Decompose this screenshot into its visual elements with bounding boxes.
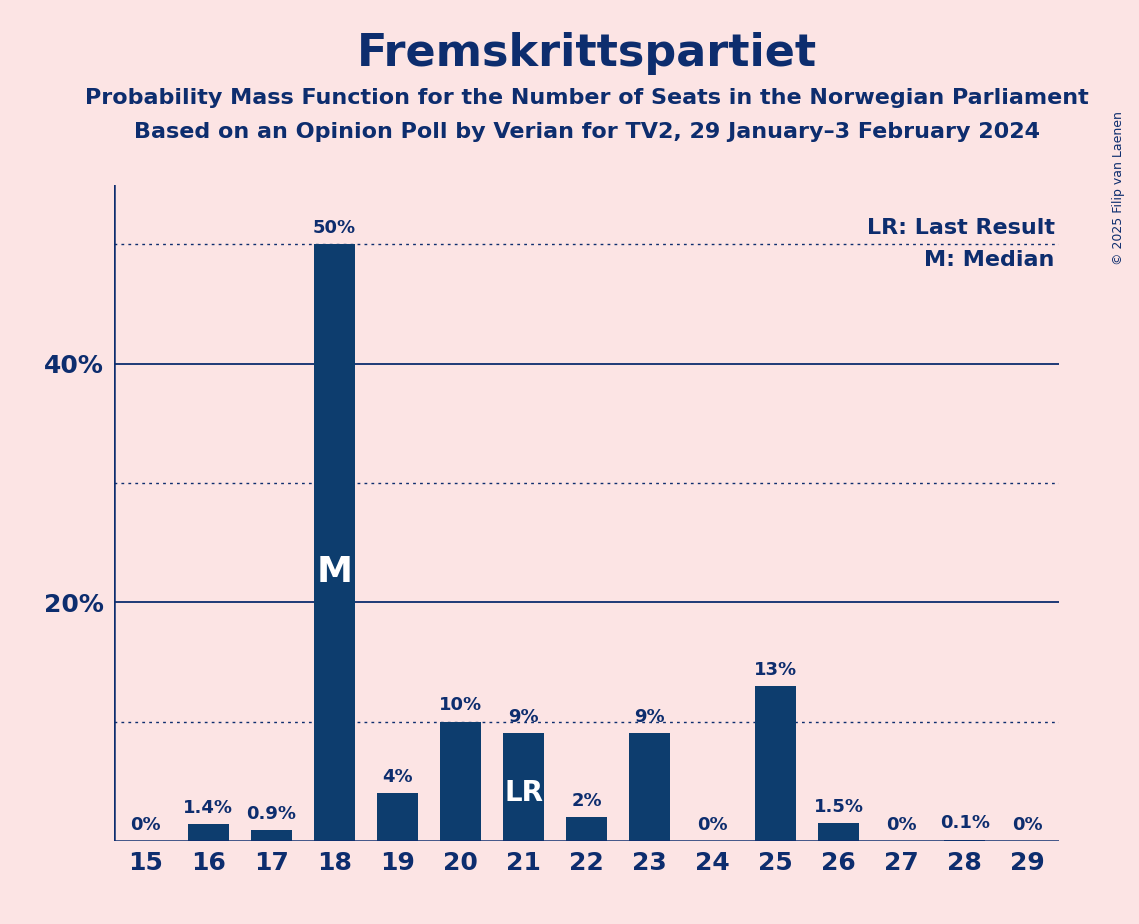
Text: 9%: 9% (508, 709, 539, 726)
Text: Fremskrittspartiet: Fremskrittspartiet (357, 32, 817, 76)
Text: 4%: 4% (383, 768, 412, 786)
Text: 13%: 13% (754, 661, 797, 678)
Text: 0%: 0% (130, 816, 161, 833)
Text: M: Median: M: Median (924, 250, 1055, 271)
Bar (566, 817, 607, 841)
Bar (755, 686, 796, 841)
Text: © 2025 Filip van Laenen: © 2025 Filip van Laenen (1112, 111, 1125, 265)
Bar (503, 734, 544, 841)
Text: 2%: 2% (572, 792, 601, 809)
Text: 50%: 50% (313, 219, 357, 237)
Text: Probability Mass Function for the Number of Seats in the Norwegian Parliament: Probability Mass Function for the Number… (84, 88, 1089, 108)
Text: LR: LR (505, 779, 543, 807)
Text: Based on an Opinion Poll by Verian for TV2, 29 January–3 February 2024: Based on an Opinion Poll by Verian for T… (133, 122, 1040, 142)
Bar (251, 830, 292, 841)
Text: LR: Last Result: LR: Last Result (867, 218, 1055, 238)
Text: 1.4%: 1.4% (183, 799, 233, 817)
Text: 0%: 0% (697, 816, 728, 833)
Bar (314, 245, 355, 841)
Text: 0.9%: 0.9% (246, 805, 296, 823)
Bar (818, 823, 859, 841)
Text: 9%: 9% (634, 709, 665, 726)
Bar (377, 793, 418, 841)
Text: 1.5%: 1.5% (813, 797, 863, 816)
Text: 0.1%: 0.1% (940, 814, 990, 833)
Bar (629, 734, 670, 841)
Text: 10%: 10% (439, 697, 482, 714)
Text: M: M (317, 555, 352, 590)
Text: 0%: 0% (886, 816, 917, 833)
Bar (188, 824, 229, 841)
Bar (440, 722, 481, 841)
Text: 0%: 0% (1013, 816, 1043, 833)
Bar (944, 840, 985, 841)
